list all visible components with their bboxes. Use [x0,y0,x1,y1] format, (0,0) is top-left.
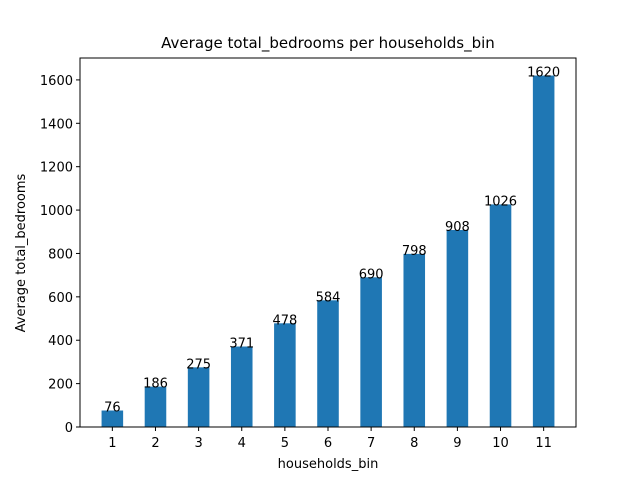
x-tick-label-9: 9 [453,436,461,451]
bar-8 [403,253,426,427]
y-tick-label-1600: 1600 [40,74,73,89]
y-tick-label-800: 800 [48,247,73,262]
x-axis-ticks: 1 2 3 4 5 6 7 8 9 10 11 [108,427,552,451]
x-tick-label-8: 8 [410,436,418,451]
y-tick-label-400: 400 [48,334,73,349]
bar-6 [317,300,339,427]
bar-5 [274,323,296,427]
data-label-6: 584 [316,290,341,305]
data-label-2: 186 [143,377,168,392]
y-axis-ticks: 0 200 400 600 800 1000 1200 1400 1600 [40,74,80,436]
x-tick-label-4: 4 [238,436,246,451]
data-label-4: 371 [229,337,254,352]
bar-3 [187,367,210,427]
y-tick-label-1400: 1400 [40,117,73,132]
bar-4 [230,346,253,427]
bar-10 [489,204,512,427]
data-label-10: 1026 [484,194,517,209]
y-tick-label-0: 0 [65,421,73,436]
data-label-1: 76 [104,401,121,416]
data-label-5: 478 [272,313,297,328]
data-label-3: 275 [186,357,211,372]
bar-11 [532,75,555,428]
y-tick-label-200: 200 [48,378,73,393]
y-tick-label-1200: 1200 [40,161,73,176]
bars-group [101,75,555,428]
x-tick-label-5: 5 [281,436,289,451]
data-label-11: 1620 [527,66,560,81]
x-tick-label-6: 6 [324,436,332,451]
data-label-7: 690 [359,267,384,282]
bar-7 [360,277,382,427]
x-axis-label: households_bin [278,457,379,472]
chart-title: Average total_bedrooms per households_bi… [161,34,495,53]
x-tick-label-10: 10 [492,436,509,451]
x-tick-label-1: 1 [108,436,116,451]
bar-2 [144,386,167,427]
bar-9 [446,230,469,427]
x-tick-label-7: 7 [367,436,375,451]
data-label-8: 798 [402,244,427,259]
x-tick-label-3: 3 [194,436,202,451]
plot-frame [79,57,577,428]
bar-1 [101,410,124,427]
x-tick-label-2: 2 [151,436,159,451]
data-label-9: 908 [445,220,470,235]
data-labels-group: 76 186 275 371 478 584 690 798 908 1026 1620 [104,66,560,416]
y-axis-label: Average total_bedrooms [14,173,29,332]
y-tick-label-1000: 1000 [40,204,73,219]
y-tick-label-600: 600 [48,291,73,306]
x-tick-label-11: 11 [535,436,552,451]
